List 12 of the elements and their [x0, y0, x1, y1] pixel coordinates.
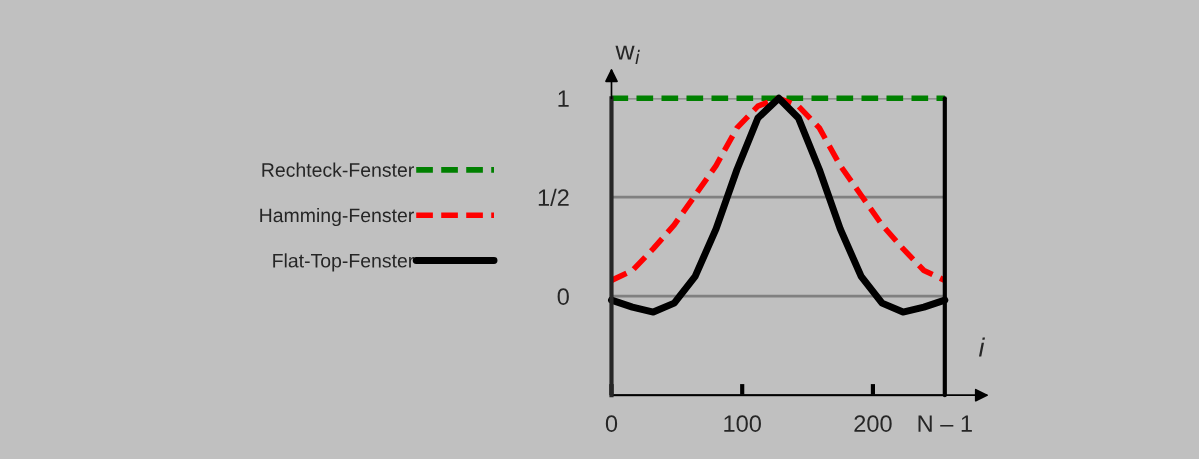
y-tick-label: 1/2: [538, 188, 569, 206]
y-tick-label: 0: [557, 288, 569, 305]
legend-label: Flat-Top-Fenster: [273, 253, 414, 272]
legend-label: Rechteck-Fenster: [262, 162, 414, 177]
x-tick-label: 0: [605, 415, 618, 432]
x-axis-title: i: [978, 337, 985, 357]
ref-line-label: N – 1: [918, 415, 972, 432]
x-tick-label: 200: [854, 415, 892, 432]
x-tick-label: 100: [724, 415, 761, 432]
legend-label: Hamming-Fenster: [260, 207, 414, 227]
y-tick-label: 1: [558, 90, 569, 107]
y-axis-title: w$_{i}$: [615, 45, 640, 64]
